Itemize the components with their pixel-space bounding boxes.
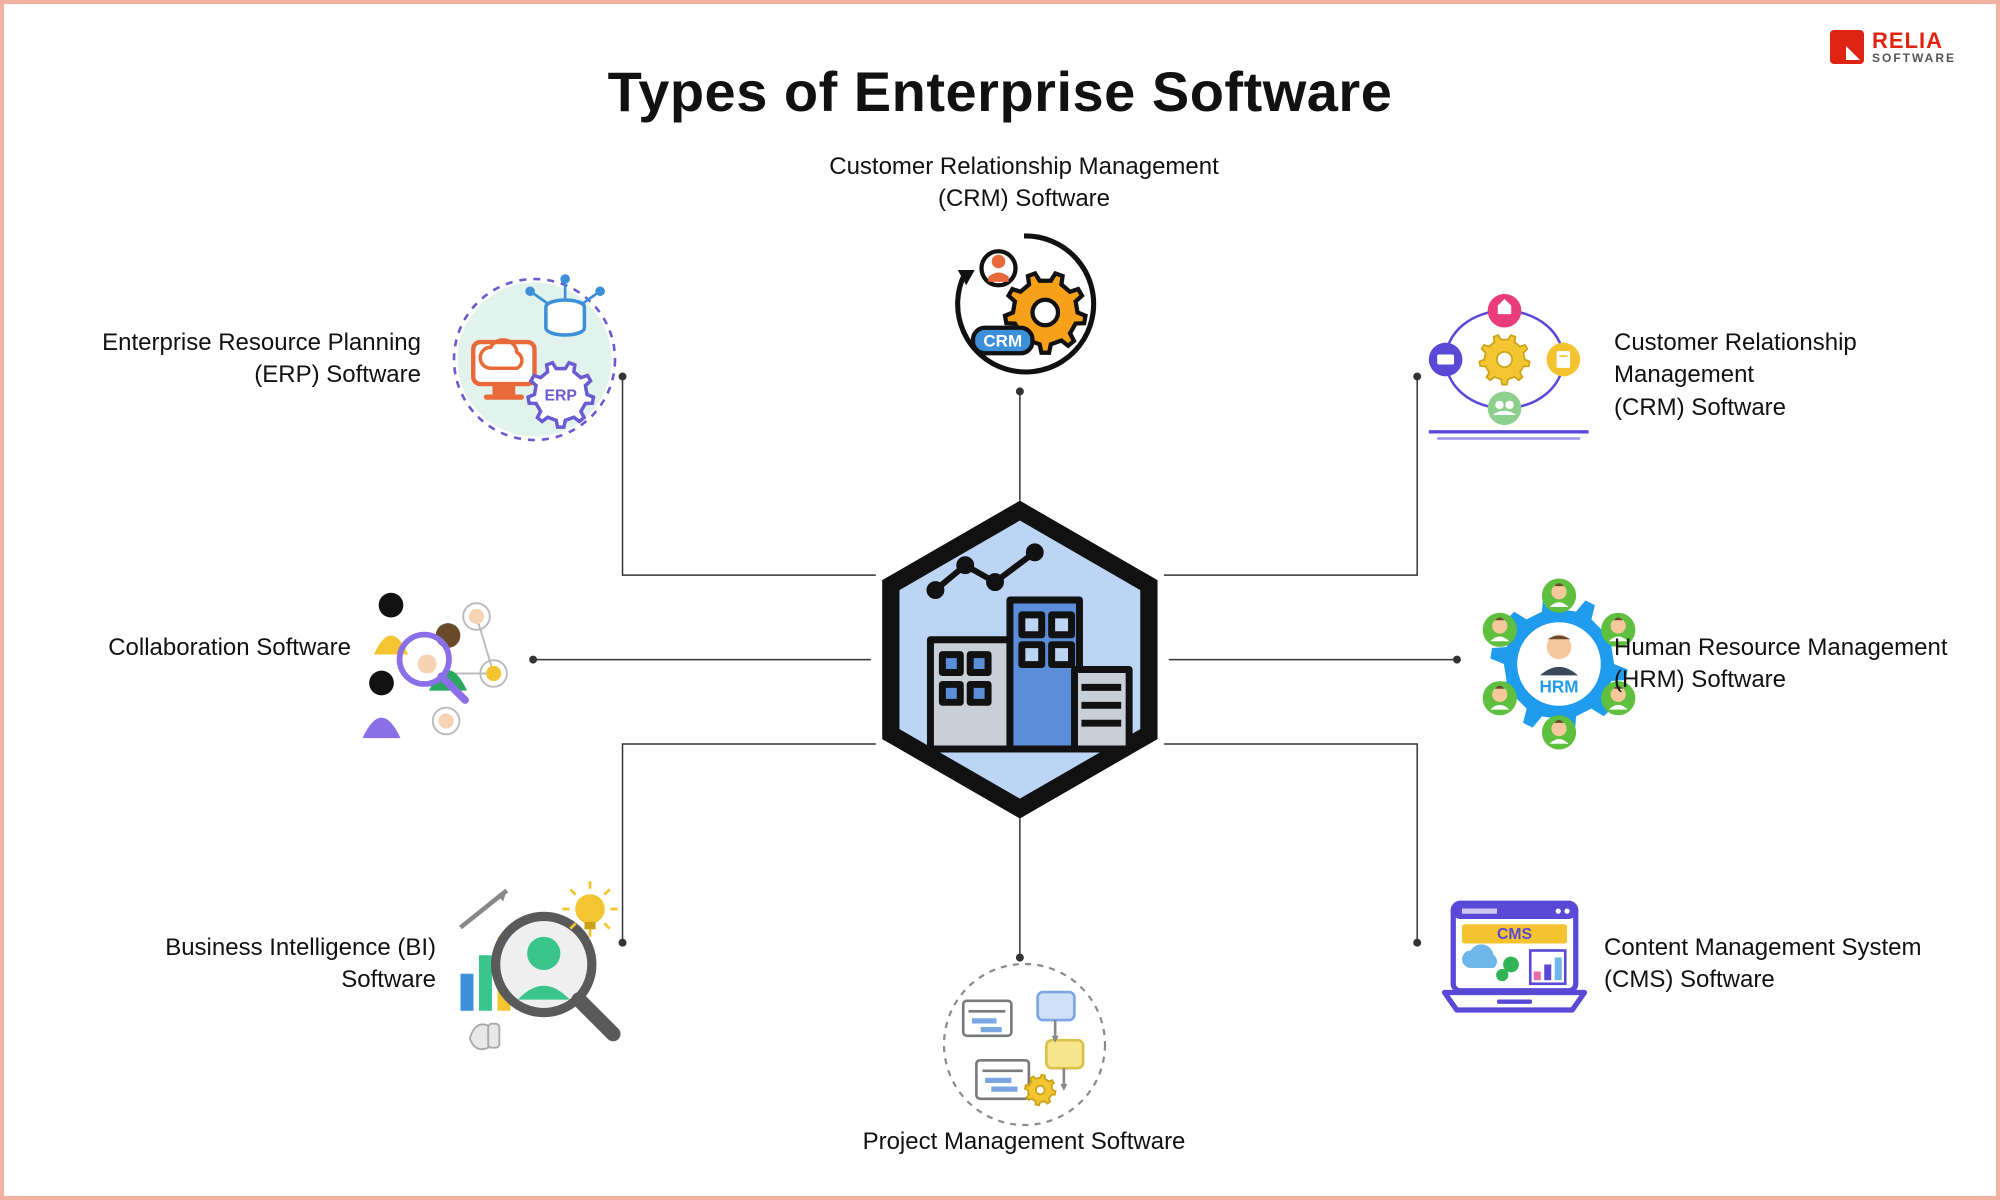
erp-icon: ERP: [447, 272, 622, 447]
brand-name: RELIA: [1872, 30, 1956, 52]
svg-text:CRM: CRM: [983, 332, 1022, 351]
pm-icon: [937, 957, 1112, 1132]
collab-icon: [334, 569, 524, 759]
crm_right-icon: [1412, 267, 1597, 452]
svg-text:HRM: HRM: [1540, 678, 1579, 697]
hrm-label: Human Resource Management (HRM) Software: [1614, 632, 1994, 697]
bi-icon: [442, 872, 627, 1057]
pm-label: Project Management Software: [764, 1126, 1284, 1158]
cms-icon: CMS: [1427, 877, 1602, 1052]
infographic-frame: RELIA SOFTWARE Types of Enterprise Softw…: [0, 0, 2000, 1200]
crm_right-label: Customer Relationship Management (CRM) S…: [1614, 327, 1994, 424]
bi-label: Business Intelligence (BI) Software: [76, 932, 436, 997]
center-hexagon-icon: [882, 501, 1157, 819]
erp-label: Enterprise Resource Planning (ERP) Softw…: [61, 327, 421, 392]
crm_top-icon: CRM: [939, 219, 1109, 389]
collab-label: Collaboration Software: [0, 632, 351, 664]
svg-text:ERP: ERP: [544, 387, 576, 404]
crm_top-label: Customer Relationship Management (CRM) S…: [764, 151, 1284, 216]
cms-label: Content Management System (CMS) Software: [1604, 932, 1984, 997]
svg-text:CMS: CMS: [1497, 926, 1532, 943]
page-title: Types of Enterprise Software: [4, 59, 1996, 124]
